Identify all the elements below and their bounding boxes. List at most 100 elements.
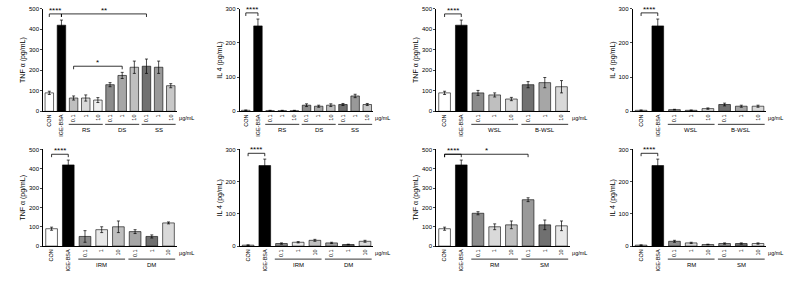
svg-text:100: 100 [226, 211, 237, 217]
svg-text:200: 200 [226, 179, 237, 185]
svg-text:100: 100 [226, 74, 237, 80]
svg-text:SS: SS [155, 127, 163, 133]
svg-text:CON: CON [46, 115, 52, 127]
svg-text:CON: CON [48, 249, 54, 261]
svg-text:IGE-BSA: IGE-BSA [458, 114, 464, 137]
svg-text:300: 300 [422, 185, 433, 191]
svg-text:10: 10 [165, 249, 171, 255]
svg-text:1: 1 [155, 115, 161, 118]
svg-text:IGE-BSA: IGE-BSA [458, 249, 464, 272]
svg-text:10: 10 [364, 115, 370, 121]
svg-text:10: 10 [131, 115, 137, 121]
svg-text:TNF α (pg/mL): TNF α (pg/mL) [19, 37, 27, 83]
svg-text:1: 1 [491, 249, 497, 252]
svg-text:100: 100 [422, 88, 433, 94]
svg-text:500: 500 [422, 147, 433, 153]
svg-text:10: 10 [95, 115, 101, 121]
svg-text:0: 0 [625, 243, 629, 249]
svg-text:1: 1 [295, 249, 301, 252]
svg-text:****: **** [447, 6, 459, 15]
svg-text:0.1: 0.1 [82, 249, 88, 257]
svg-text:μg/mL: μg/mL [572, 115, 587, 121]
svg-text:μg/mL: μg/mL [768, 250, 783, 256]
svg-text:SM: SM [737, 262, 746, 268]
svg-text:IL 4 (pg/mL): IL 4 (pg/mL) [216, 41, 224, 78]
svg-text:****: **** [447, 146, 459, 155]
svg-text:10: 10 [755, 115, 761, 121]
svg-text:CON: CON [638, 249, 644, 261]
svg-text:μg/mL: μg/mL [375, 115, 390, 121]
svg-text:100: 100 [619, 74, 630, 80]
svg-text:0: 0 [429, 108, 433, 114]
svg-text:0: 0 [36, 108, 40, 114]
svg-text:1: 1 [688, 115, 694, 118]
svg-text:1: 1 [738, 115, 744, 118]
svg-text:0.1: 0.1 [340, 115, 346, 123]
svg-text:CON: CON [243, 115, 249, 127]
svg-text:SM: SM [540, 262, 549, 268]
svg-text:300: 300 [29, 185, 40, 191]
svg-text:1: 1 [542, 115, 548, 118]
svg-text:*: * [96, 58, 99, 67]
svg-text:TNF α (pg/mL): TNF α (pg/mL) [412, 175, 420, 221]
svg-text:0.1: 0.1 [107, 115, 113, 123]
svg-text:μg/mL: μg/mL [179, 250, 194, 256]
svg-text:μg/mL: μg/mL [179, 115, 194, 121]
svg-text:0.1: 0.1 [475, 115, 481, 123]
svg-text:1: 1 [279, 115, 285, 118]
svg-text:DS: DS [118, 127, 126, 133]
svg-text:μg/mL: μg/mL [572, 250, 587, 256]
svg-text:IRM: IRM [293, 262, 304, 268]
svg-text:0.1: 0.1 [70, 115, 76, 123]
svg-text:0.1: 0.1 [132, 249, 138, 257]
svg-text:RM: RM [490, 262, 499, 268]
svg-text:0.1: 0.1 [721, 115, 727, 123]
svg-text:DM: DM [344, 262, 353, 268]
svg-text:1: 1 [688, 249, 694, 252]
svg-text:****: **** [643, 5, 655, 14]
svg-text:300: 300 [619, 6, 630, 12]
svg-text:10: 10 [508, 249, 514, 255]
svg-text:IGE-BSA: IGE-BSA [65, 249, 71, 272]
svg-text:****: **** [250, 145, 262, 154]
svg-text:IL 4 (pg/mL): IL 4 (pg/mL) [609, 41, 617, 78]
svg-text:1: 1 [119, 115, 125, 118]
svg-text:0: 0 [429, 243, 433, 249]
svg-text:0.1: 0.1 [721, 249, 727, 257]
svg-text:10: 10 [508, 115, 514, 121]
svg-text:100: 100 [619, 211, 630, 217]
svg-text:IRM: IRM [96, 262, 107, 268]
svg-text:RS: RS [278, 127, 286, 133]
svg-text:μg/mL: μg/mL [768, 115, 783, 121]
svg-text:WSL: WSL [684, 127, 698, 133]
svg-text:200: 200 [29, 67, 40, 73]
svg-text:100: 100 [29, 88, 40, 94]
svg-text:IL 4 (pg/mL): IL 4 (pg/mL) [216, 179, 224, 216]
svg-text:IGE-BSA: IGE-BSA [655, 114, 661, 137]
svg-text:0.1: 0.1 [475, 249, 481, 257]
svg-text:0.1: 0.1 [671, 115, 677, 123]
svg-text:****: **** [49, 6, 61, 15]
svg-text:0.1: 0.1 [303, 115, 309, 123]
svg-text:400: 400 [29, 26, 40, 32]
svg-text:0.1: 0.1 [278, 249, 284, 257]
svg-text:10: 10 [705, 115, 711, 121]
svg-text:10: 10 [558, 115, 564, 121]
svg-text:1: 1 [149, 249, 155, 252]
svg-text:μg/mL: μg/mL [375, 250, 390, 256]
svg-text:CON: CON [441, 249, 447, 261]
svg-text:0: 0 [232, 243, 236, 249]
svg-text:****: **** [54, 146, 66, 155]
svg-text:B-WSL: B-WSL [535, 127, 555, 133]
svg-text:IGE-BSA: IGE-BSA [262, 249, 268, 272]
svg-text:200: 200 [619, 179, 630, 185]
svg-text:200: 200 [29, 205, 40, 211]
svg-text:*: * [485, 146, 488, 155]
svg-text:200: 200 [422, 205, 433, 211]
svg-text:RM: RM [687, 262, 696, 268]
svg-text:10: 10 [312, 249, 318, 255]
svg-text:IGE-BSA: IGE-BSA [655, 249, 661, 272]
svg-text:IGE-BSA: IGE-BSA [58, 114, 64, 137]
svg-text:10: 10 [705, 249, 711, 255]
svg-text:0.1: 0.1 [525, 115, 531, 123]
